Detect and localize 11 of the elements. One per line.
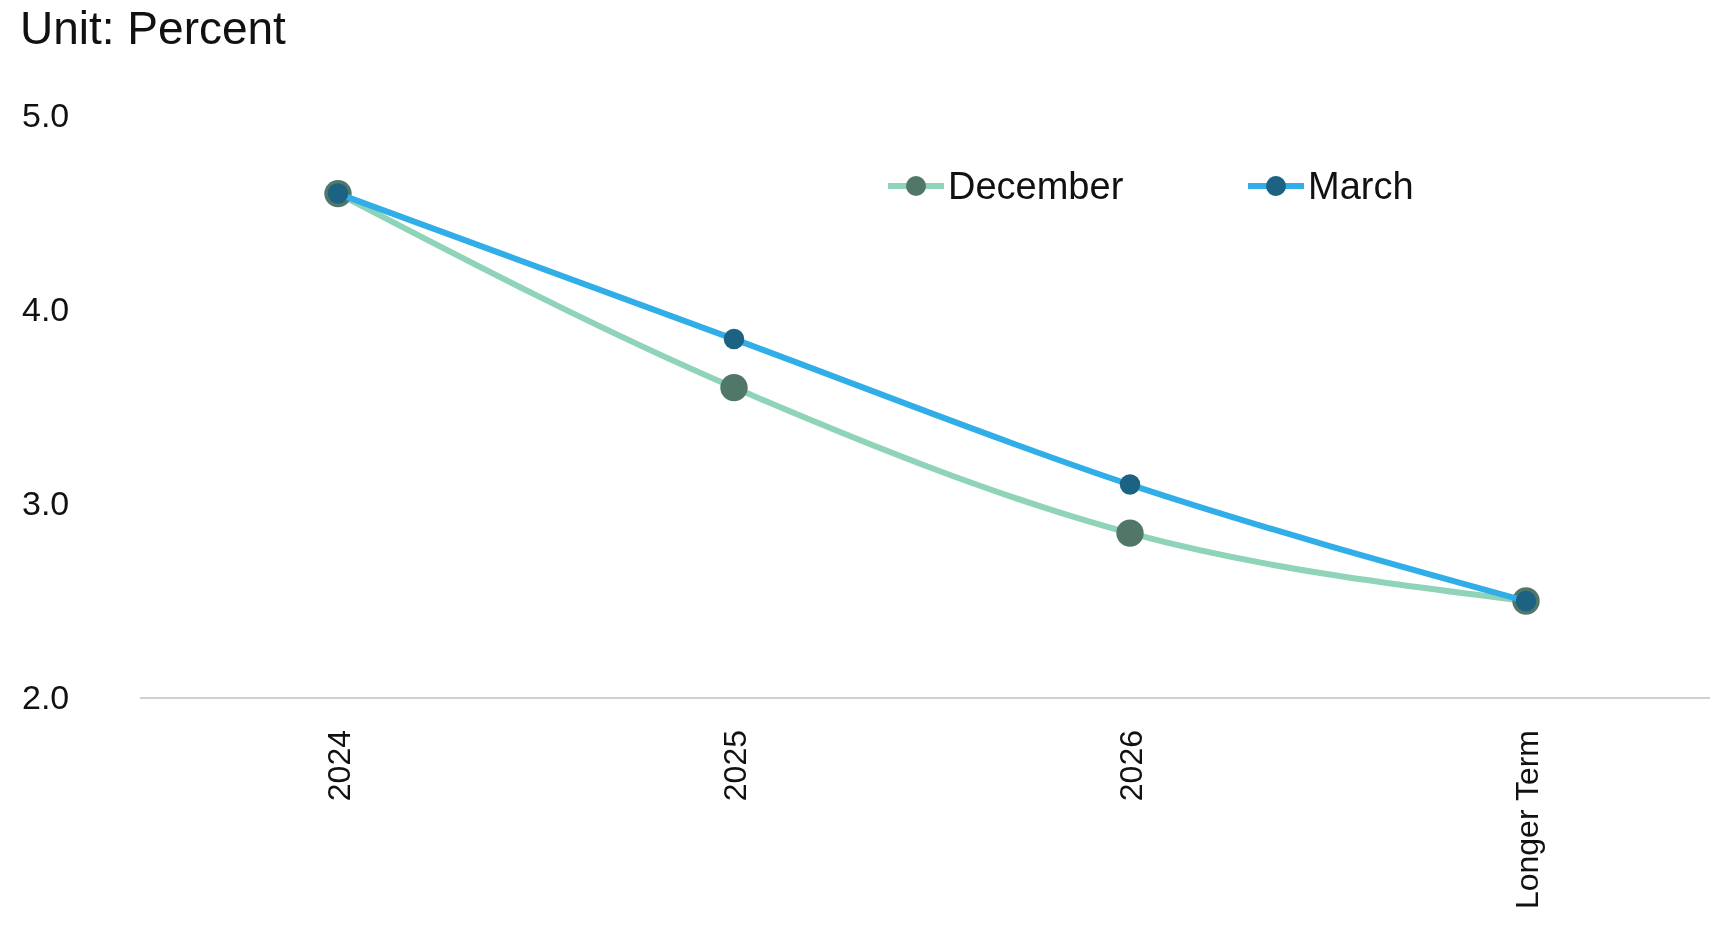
y-tick-label: 2.0 bbox=[22, 678, 70, 717]
y-axis-title: Unit: Percent bbox=[20, 2, 287, 54]
x-tick-label: Longer Term bbox=[1508, 730, 1545, 910]
x-tick-label: 2024 bbox=[320, 730, 357, 802]
legend-label: March bbox=[1308, 165, 1414, 208]
y-tick-label: 4.0 bbox=[22, 290, 70, 329]
legend-label: December bbox=[948, 165, 1124, 208]
y-tick-label: 5.0 bbox=[22, 96, 70, 135]
y-tick-label: 3.0 bbox=[22, 484, 70, 523]
x-tick-label: 2025 bbox=[716, 730, 753, 802]
x-tick-label: 2026 bbox=[1112, 730, 1149, 802]
